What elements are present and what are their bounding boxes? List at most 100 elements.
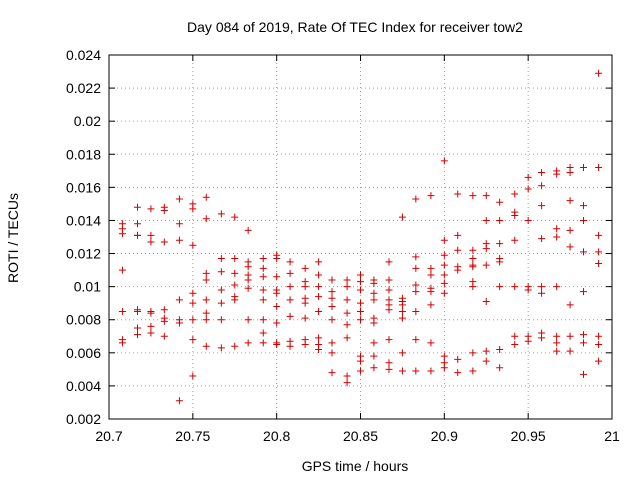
data-point (202, 193, 210, 201)
data-point (440, 157, 448, 165)
data-point (579, 339, 587, 347)
data-point (454, 355, 462, 363)
y-tick-label: 0.004 (66, 378, 101, 394)
data-point (259, 286, 267, 294)
data-point (160, 207, 168, 215)
data-point (244, 226, 252, 234)
data-point (175, 319, 183, 327)
data-point (370, 296, 378, 304)
y-tick-label: 0.024 (66, 47, 101, 63)
y-axis-label: ROTI / TECUs (5, 193, 21, 283)
data-point (454, 266, 462, 274)
data-point (538, 235, 546, 243)
data-point (496, 198, 504, 206)
data-point (482, 347, 490, 355)
data-point (579, 331, 587, 339)
data-point (189, 241, 197, 249)
data-point (273, 273, 281, 281)
data-point (273, 289, 281, 297)
data-point (259, 273, 267, 281)
data-point (427, 192, 435, 200)
data-point (553, 225, 561, 233)
data-point (357, 307, 364, 315)
data-point (469, 367, 477, 375)
data-point (579, 164, 587, 172)
data-point (370, 352, 378, 360)
data-point (553, 347, 561, 355)
data-point (440, 261, 448, 269)
data-point (357, 278, 364, 286)
data-point (511, 341, 519, 349)
data-point (244, 276, 252, 284)
data-point (134, 324, 142, 332)
data-point (343, 309, 351, 317)
data-point (328, 349, 336, 357)
data-point (524, 337, 532, 345)
data-point (160, 317, 168, 325)
data-point (259, 339, 267, 347)
data-point (231, 296, 239, 304)
data-point (259, 316, 267, 324)
data-point (202, 269, 210, 277)
data-point (175, 236, 183, 244)
data-point (118, 307, 126, 315)
data-point (566, 301, 574, 309)
data-point (315, 334, 323, 342)
data-point (398, 314, 406, 322)
data-point (328, 288, 336, 296)
data-point (259, 329, 267, 337)
data-point (118, 339, 126, 347)
data-point (454, 231, 462, 239)
data-point (412, 336, 420, 344)
data-point (440, 364, 448, 372)
data-point (511, 190, 519, 198)
data-point (595, 69, 603, 77)
y-tick-label: 0.012 (66, 246, 101, 262)
data-point (398, 367, 406, 375)
data-point (189, 205, 197, 213)
data-point (315, 271, 323, 279)
data-point (398, 213, 406, 221)
data-point (160, 306, 168, 314)
data-point (328, 302, 336, 310)
data-point (482, 357, 490, 365)
x-tick-label: 20.75 (175, 428, 210, 444)
data-point (301, 299, 309, 307)
data-point (286, 312, 294, 320)
data-point (357, 286, 364, 294)
data-point (147, 238, 155, 246)
x-tick-label: 20.8 (263, 428, 290, 444)
data-point (440, 251, 448, 259)
data-point (315, 258, 323, 266)
data-point (189, 289, 197, 297)
data-point (566, 347, 574, 355)
y-tick-label: 0.01 (74, 279, 101, 295)
data-point (370, 279, 378, 287)
data-point (315, 307, 323, 315)
data-point (259, 255, 267, 263)
data-point (328, 316, 336, 324)
data-point (286, 296, 294, 304)
data-point (482, 216, 490, 224)
data-point (511, 332, 519, 340)
data-point (595, 231, 603, 239)
data-point (301, 283, 309, 291)
data-point (496, 240, 504, 248)
data-point (357, 299, 364, 307)
data-points (118, 69, 603, 405)
data-point (231, 213, 239, 221)
data-point (538, 202, 546, 210)
data-point (175, 220, 183, 228)
data-point (412, 253, 420, 261)
data-point (385, 258, 393, 266)
data-point (538, 182, 546, 190)
data-point (343, 296, 351, 304)
data-point (217, 344, 225, 352)
data-point (538, 334, 546, 342)
data-point (134, 220, 142, 228)
data-point (538, 289, 546, 297)
data-point (147, 329, 155, 337)
axis-tick-labels: 20.7 20.75 20.8 20.85 20.9 20.95 21 0.002 0.004 0… (66, 47, 620, 444)
data-point (244, 263, 252, 271)
x-tick-label: 21 (604, 428, 620, 444)
